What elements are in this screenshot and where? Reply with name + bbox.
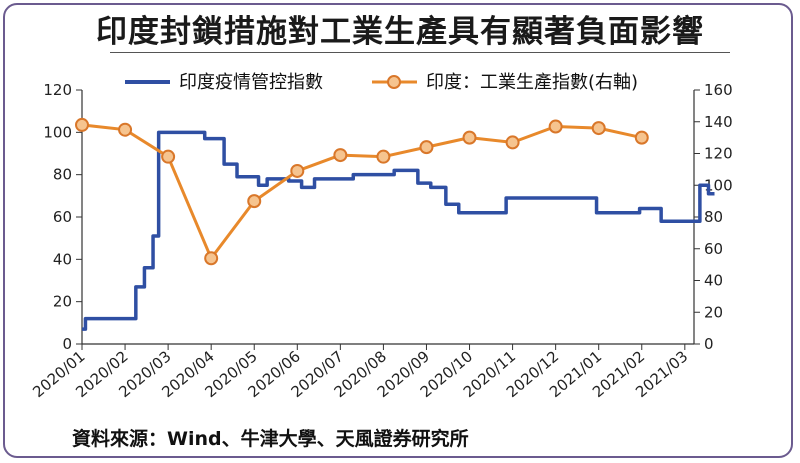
y-left-tick-label: 120 xyxy=(43,81,72,99)
series-point-1 xyxy=(204,251,219,266)
series-line-0 xyxy=(82,130,715,331)
y-left-tick-label: 100 xyxy=(43,123,72,141)
y-left-tick-label: 60 xyxy=(53,208,72,226)
y-right-tick-label: 160 xyxy=(704,81,733,99)
series-point-1 xyxy=(75,117,89,132)
y-left-tick-label: 80 xyxy=(53,166,72,184)
series-point-1 xyxy=(591,121,606,136)
series-line-1 xyxy=(81,123,643,260)
chart-title: 印度封鎖措施對工業生產具有顯著負面影響 xyxy=(96,14,704,50)
chart-axes: 0204060801001200204060801001201401602020… xyxy=(29,81,732,401)
series-point-1 xyxy=(118,122,133,137)
series-point-1 xyxy=(161,149,176,164)
legend-label-1: 印度：工業生產指數(右軸) xyxy=(426,72,638,93)
y-right-tick-label: 80 xyxy=(704,208,723,226)
y-right-tick-label: 120 xyxy=(704,145,733,163)
series-point-1 xyxy=(548,119,563,134)
source-note: 資料來源：Wind、牛津大學、天風證券研究所 xyxy=(72,428,469,450)
y-right-tick-label: 60 xyxy=(704,240,723,258)
series-point-1 xyxy=(247,194,262,209)
series-point-1 xyxy=(634,130,649,145)
y-right-tick-label: 0 xyxy=(704,335,714,353)
legend-label-0: 印度疫情管控指數 xyxy=(179,72,323,93)
y-right-tick-label: 140 xyxy=(704,113,733,131)
series-point-1 xyxy=(462,130,477,145)
y-left-tick-label: 0 xyxy=(62,335,72,353)
series-point-1 xyxy=(333,148,348,163)
y-left-tick-label: 40 xyxy=(53,250,72,268)
y-right-tick-label: 100 xyxy=(704,176,733,194)
y-left-tick-label: 20 xyxy=(53,293,72,311)
series-layer xyxy=(75,117,715,331)
title-divider xyxy=(110,52,730,53)
series-point-1 xyxy=(376,149,391,164)
series-point-1 xyxy=(505,135,520,150)
chart-legend: 印度疫情管控指數 印度：工業生產指數(右軸) xyxy=(125,72,638,93)
series-point-1 xyxy=(419,140,434,155)
y-right-tick-label: 20 xyxy=(704,303,723,321)
legend-marker-1 xyxy=(387,75,401,89)
series-point-1 xyxy=(290,163,305,178)
y-right-tick-label: 40 xyxy=(704,272,723,290)
